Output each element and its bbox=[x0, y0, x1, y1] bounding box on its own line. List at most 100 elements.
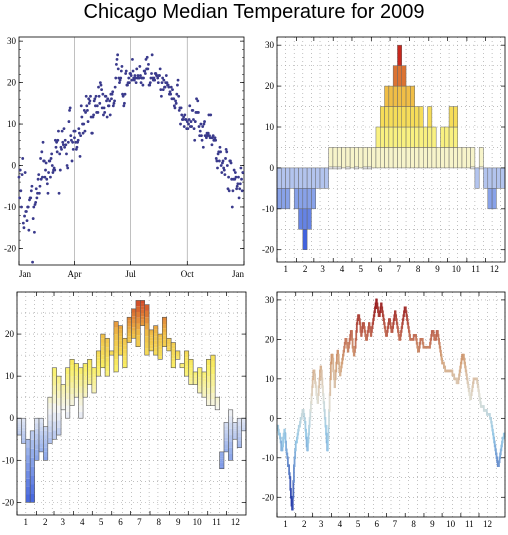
scatter-point bbox=[119, 76, 123, 80]
daily-step-riser bbox=[476, 377, 479, 385]
daily-step-riser bbox=[430, 334, 433, 341]
weekly-range-bar-slice bbox=[175, 358, 180, 360]
daily-step-riser bbox=[465, 373, 468, 381]
weekly-range-bar-slice bbox=[127, 336, 132, 340]
scatter-point bbox=[164, 74, 168, 77]
scatter-panel-frame bbox=[18, 36, 245, 266]
weekly-range-bar-slice bbox=[237, 436, 242, 441]
daily-step-riser bbox=[305, 428, 307, 440]
weekly-range-bar-slice bbox=[65, 380, 70, 387]
daily-step-riser bbox=[377, 306, 379, 314]
daily-step-riser bbox=[408, 330, 411, 337]
daily-steps-panel-y-tick-label: 20 bbox=[265, 334, 275, 344]
daily-step-riser bbox=[407, 322, 410, 329]
weekly-step-bar bbox=[293, 188, 299, 210]
weekly-range-panel-x-tick-label: 6 bbox=[118, 517, 123, 527]
scatter-point bbox=[37, 173, 41, 177]
daily-step-riser bbox=[387, 322, 390, 329]
weekly-range-bar-slice bbox=[166, 338, 172, 340]
weekly-range-bar-slice bbox=[140, 319, 145, 323]
daily-step-riser bbox=[455, 377, 458, 385]
weekly-range-bar-slice bbox=[56, 383, 62, 391]
daily-step-riser bbox=[433, 334, 436, 341]
weekly-range-bar-slice bbox=[30, 484, 35, 494]
weekly-range-bar-slice bbox=[69, 399, 75, 406]
daily-step-riser bbox=[315, 385, 318, 396]
weekly-range-bar-slice bbox=[166, 346, 172, 348]
weekly-step-bar bbox=[448, 147, 454, 169]
weekly-range-bar-slice bbox=[215, 406, 220, 409]
weekly-range-bar-slice bbox=[144, 310, 150, 318]
weekly-range-bar bbox=[122, 337, 128, 369]
weekly-range-bar-slice bbox=[65, 392, 70, 400]
weekly-steps-panel-x-tick-label: 7 bbox=[397, 264, 402, 274]
daily-step-riser bbox=[311, 385, 313, 396]
scatter-point bbox=[193, 120, 197, 123]
weekly-range-bar-slice bbox=[52, 430, 57, 440]
weekly-range-bar-slice bbox=[113, 321, 119, 328]
scatter-point bbox=[240, 177, 243, 181]
daily-steps-panel-y-tick-label: 0 bbox=[270, 413, 275, 423]
weekly-range-bar-slice bbox=[56, 412, 62, 421]
weekly-range-bar-slice bbox=[122, 341, 128, 346]
weekly-range-bar-slice bbox=[34, 444, 40, 450]
weekly-step-bar bbox=[491, 167, 497, 189]
daily-step-riser bbox=[460, 357, 463, 365]
weekly-range-bar-slice bbox=[149, 332, 154, 336]
daily-step-riser bbox=[404, 306, 407, 314]
weekly-range-bar-slice bbox=[122, 345, 128, 350]
weekly-range-bar-slice bbox=[39, 430, 44, 436]
weekly-steps-panel-x-tick-label: 2 bbox=[303, 264, 308, 274]
weekly-range-bar-slice bbox=[87, 371, 92, 376]
scatter-point bbox=[66, 166, 70, 170]
scatter-point bbox=[95, 104, 99, 108]
scatter-point bbox=[143, 69, 147, 73]
daily-step-riser bbox=[478, 389, 480, 396]
daily-step-riser bbox=[334, 377, 336, 389]
scatter-point bbox=[225, 164, 229, 167]
weekly-range-bar-slice bbox=[162, 343, 167, 347]
weekly-step-bar bbox=[324, 167, 329, 189]
scatter-point bbox=[193, 138, 197, 142]
weekly-step-bar bbox=[388, 106, 394, 128]
scatter-point bbox=[96, 111, 100, 114]
weekly-step-bar bbox=[384, 126, 390, 148]
scatter-point bbox=[158, 74, 161, 77]
weekly-step-bar bbox=[470, 147, 476, 169]
weekly-range-bar-slice bbox=[153, 347, 158, 352]
scatter-point bbox=[174, 101, 178, 105]
weekly-range-bar-slice bbox=[197, 374, 202, 378]
scatter-point bbox=[124, 69, 128, 73]
daily-step-riser bbox=[386, 330, 388, 337]
scatter-point bbox=[20, 205, 23, 209]
daily-step-riser bbox=[371, 322, 374, 329]
scatter-point bbox=[148, 81, 152, 84]
weekly-range-bar-slice bbox=[201, 375, 207, 379]
weekly-range-bar-slice bbox=[166, 349, 172, 351]
scatter-point bbox=[97, 94, 101, 98]
scatter-point bbox=[71, 140, 75, 144]
weekly-range-bar-slice bbox=[241, 424, 246, 427]
scatter-point bbox=[239, 166, 243, 170]
weekly-range-bar-slice bbox=[78, 411, 84, 419]
weekly-range-bar-slice bbox=[197, 383, 202, 387]
weekly-range-bar-slice bbox=[34, 439, 40, 445]
daily-step-riser bbox=[327, 424, 330, 440]
weekly-range-bar-slice bbox=[113, 327, 119, 335]
scatter-point bbox=[240, 189, 244, 193]
weekly-range-bar-slice bbox=[113, 334, 119, 341]
weekly-step-bar bbox=[345, 147, 351, 169]
scatter-point bbox=[224, 157, 227, 160]
weekly-range-bar-slice bbox=[157, 343, 163, 347]
scatter-point bbox=[143, 72, 147, 75]
scatter-panel-y-tick-label: -20 bbox=[4, 243, 16, 253]
weekly-range-bar-slice bbox=[228, 435, 233, 442]
weekly-range-bar bbox=[162, 316, 168, 347]
scatter-point bbox=[70, 159, 74, 163]
scatter-point bbox=[41, 175, 44, 179]
weekly-step-bar bbox=[392, 65, 398, 87]
scatter-point bbox=[135, 67, 139, 71]
scatter-point bbox=[136, 74, 140, 77]
weekly-range-bar-slice bbox=[179, 366, 185, 367]
weekly-range-bar-slice bbox=[193, 375, 198, 377]
